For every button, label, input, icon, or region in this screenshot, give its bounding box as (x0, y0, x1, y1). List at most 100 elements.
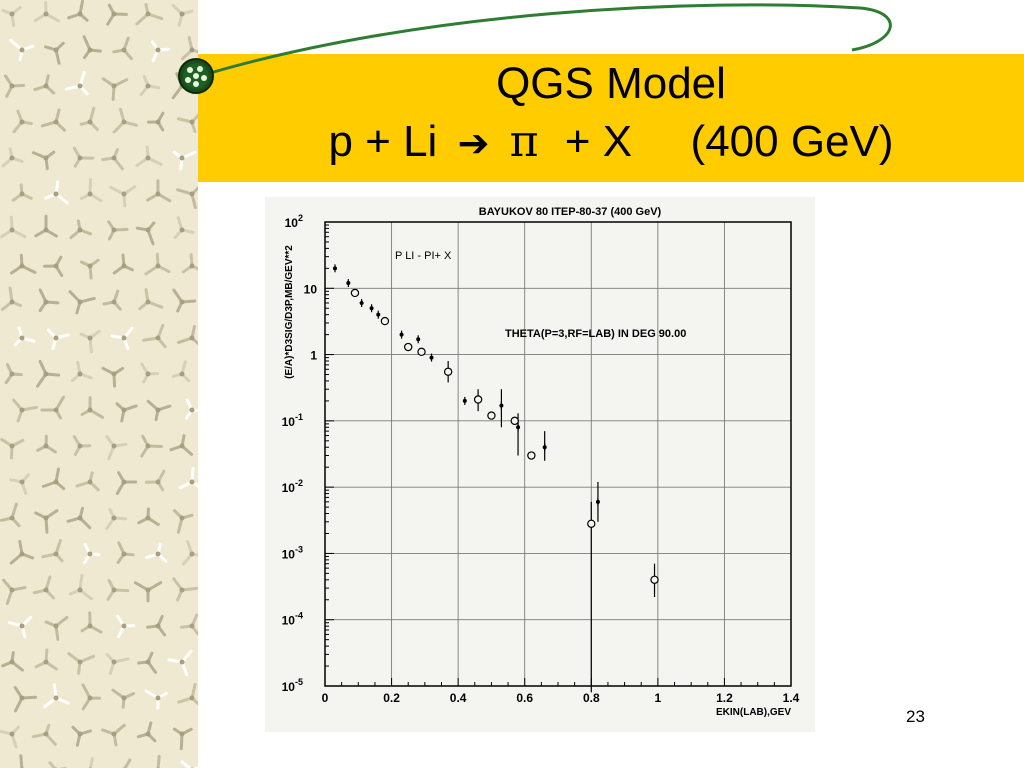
y-axis-label: (E/A)*D3SIG/D3P,MB/GEV**2 (284, 245, 295, 379)
molecule-motif (81, 683, 102, 711)
molecule-motif (178, 466, 198, 490)
molecule-motif (173, 216, 195, 239)
molecule-motif (2, 578, 27, 605)
x-axis-label: EKIN(LAB),GEV (716, 707, 791, 718)
molecule-motif (71, 725, 92, 747)
molecule-motif (109, 185, 137, 208)
molecule-motif (169, 434, 194, 456)
molecule-motif (172, 509, 194, 534)
x-axis-ticks: 0 0.2 0.4 0.6 0.8 1 1.2 1.4 (322, 678, 800, 705)
molecule-motif (68, 290, 96, 315)
x-tick-label: 0.4 (450, 691, 467, 705)
molecule-motif (177, 683, 198, 706)
molecule-motif (0, 502, 21, 528)
molecule-motif (12, 109, 33, 134)
molecule-motif (112, 253, 134, 275)
molecule-motif (176, 186, 198, 210)
pi-symbol: π (509, 116, 539, 167)
molecule-motif (135, 221, 156, 246)
slide-title: QGS Model (496, 59, 726, 108)
molecule-motif (0, 215, 27, 239)
molecule-motif (1, 651, 24, 672)
open-marker (350, 288, 360, 298)
molecule-motif (139, 74, 161, 97)
molecule-motif (122, 758, 132, 768)
molecule-motif (144, 252, 171, 276)
molecule-motif (179, 613, 198, 636)
molecule-motif (107, 220, 129, 241)
molecule-motif (32, 575, 55, 600)
molecule-motif (69, 219, 93, 240)
molecule-motif (44, 180, 69, 205)
molecule-motif (41, 538, 64, 563)
page-number: 23 (906, 707, 925, 726)
molecule-motif (79, 106, 99, 132)
angle-label: THETA(P=3,RF=LAB) IN DEG 90.00 (505, 328, 686, 340)
x-tick-label: 0 (322, 691, 329, 705)
molecule-motif (140, 362, 160, 384)
molecule-motif (13, 686, 37, 713)
molecule-motif (34, 214, 58, 238)
molecule-motif (144, 469, 166, 492)
molecule-motif (180, 35, 198, 61)
filled-marker (369, 306, 374, 311)
plot-canvas: BAYUKOV 80 ITEP-80-37 (400 GeV) 0 0.2 0.4 0… (282, 206, 800, 718)
molecule-motif (40, 108, 66, 132)
filled-marker (376, 312, 381, 317)
molecule-motif (67, 0, 89, 22)
molecule-motif (9, 473, 30, 495)
molecule-motif (72, 435, 92, 457)
molecule-motif (111, 688, 136, 709)
filled-marker (499, 403, 504, 408)
reaction-label: P LI - PI+ X (395, 250, 452, 262)
filled-marker (416, 337, 421, 342)
molecule-motif (105, 653, 130, 676)
molecule-motif (1, 6, 22, 28)
molecule-motif (11, 183, 33, 202)
molecule-motif (135, 2, 164, 26)
open-marker (417, 347, 426, 357)
molecule-motif (43, 683, 70, 709)
open-marker (587, 519, 596, 528)
molecule-motif (72, 146, 95, 168)
open-marker (380, 316, 390, 326)
molecule-motif (112, 36, 133, 61)
open-marker (443, 367, 453, 376)
molecule-motif (147, 111, 165, 132)
x-tick-label: 1 (655, 691, 662, 705)
y-tick-label: 10-1 (282, 412, 303, 429)
chart-title: BAYUKOV 80 ITEP-80-37 (400 GeV) (479, 206, 662, 218)
molecule-motif (79, 329, 101, 354)
molecule-motif (0, 286, 22, 311)
filled-marker (332, 266, 337, 271)
title-band: QGS Model p + Li ➔ π + X (400 GeV) (198, 54, 1024, 182)
molecule-motif (171, 3, 194, 27)
molecule-motif (3, 74, 26, 98)
molecule-motif (140, 434, 163, 458)
y-tick-label: 10-4 (282, 611, 303, 628)
open-marker (404, 342, 413, 352)
molecule-motif (36, 434, 57, 454)
molecule-motif (31, 150, 56, 171)
molecule-motif (156, 754, 161, 768)
molecule-motif (66, 506, 92, 530)
molecule-motif (1, 147, 24, 168)
molecule-motif (180, 760, 198, 768)
arrow-icon: ➔ (457, 121, 490, 165)
molecule-motif (115, 471, 138, 496)
y-tick-label: 10-3 (282, 544, 303, 561)
molecule-motif (41, 467, 66, 491)
x-tick-label: 1.2 (716, 691, 733, 705)
molecule-motif (34, 509, 59, 534)
molecule-motif (33, 74, 56, 95)
slide-subtitle: p + Li ➔ π + X (400 GeV) (198, 114, 1024, 171)
molecule-motif (150, 40, 170, 63)
molecule-motif (171, 360, 191, 383)
molecule-motif (116, 614, 136, 639)
molecule-motif (0, 437, 25, 460)
molecule-motif (137, 507, 160, 527)
molecule-motif (112, 107, 139, 134)
molecule-motif (172, 288, 197, 313)
atom-icon (178, 58, 214, 94)
molecule-motif (137, 651, 158, 674)
